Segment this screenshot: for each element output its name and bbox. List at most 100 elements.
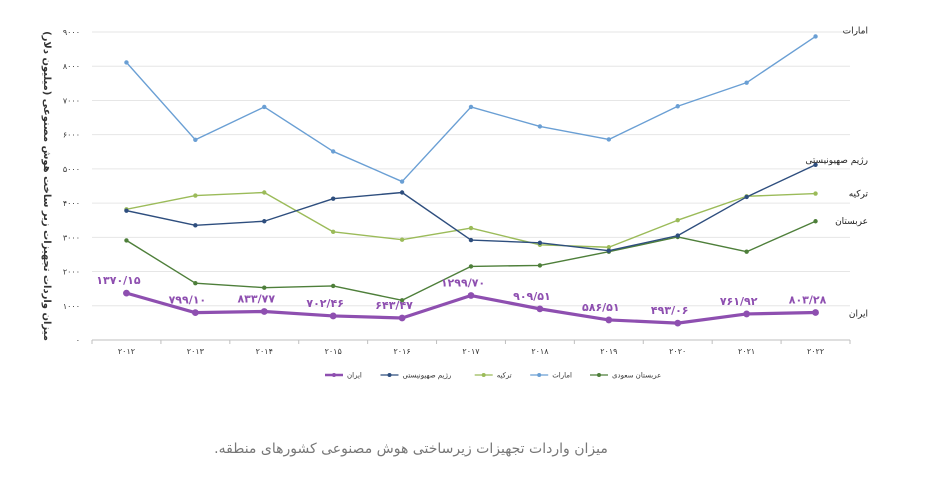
x-tick-label: ۲۰۱۵ bbox=[325, 347, 342, 356]
data-label: ۸۰۳/۲۸ bbox=[789, 294, 827, 307]
data-point bbox=[743, 310, 751, 318]
y-tick-label: ۲۰۰۰ bbox=[63, 268, 80, 277]
data-point bbox=[262, 190, 267, 195]
data-point bbox=[329, 312, 337, 320]
data-point bbox=[813, 191, 818, 196]
caption-text: میزان واردات تجهیزات زیرساختی هوش مصنوعی… bbox=[214, 441, 608, 457]
series-end-label: ایران bbox=[849, 310, 868, 320]
data-point bbox=[330, 229, 336, 235]
x-tick-label: ۲۰۱۳ bbox=[187, 347, 205, 356]
data-label: ۶۴۳/۴۷ bbox=[375, 299, 413, 312]
data-point bbox=[813, 162, 818, 167]
legend-swatch-marker bbox=[481, 373, 486, 377]
y-axis: ۰ ۱۰۰۰ ۲۰۰۰ ۳۰۰۰ ۴۰۰۰ ۵۰۰۰ ۶۰۰۰ ۷۰۰۰ ۸۰۰۰ ۹۰۰۰ bbox=[63, 28, 80, 345]
data-point bbox=[675, 104, 680, 109]
data-point bbox=[124, 208, 129, 213]
legend-entry: امارات bbox=[552, 372, 572, 380]
data-point bbox=[605, 316, 613, 324]
y-tick-label: ۰ bbox=[76, 336, 80, 345]
data-point bbox=[744, 80, 749, 85]
data-point bbox=[330, 283, 336, 289]
x-axis: ۲۰۱۲ ۲۰۱۳ ۲۰۱۴ ۲۰۱۵ ۲۰۱۶ ۲۰۱۷ ۲۰۱۸ ۲۰۱۹ ۲۰۲۰ ۲۰۲۱… bbox=[91, 340, 851, 356]
data-point bbox=[606, 248, 612, 253]
data-label: ۷۹۹/۱۰ bbox=[169, 294, 207, 307]
legend-swatch-marker bbox=[332, 373, 336, 377]
y-tick-label: ۵۰۰۰ bbox=[63, 165, 80, 174]
data-labels: ۱۳۷۰/۱۵ ۷۹۹/۱۰ ۸۳۳/۷۷ ۷۰۲/۴۶ ۶۴۳/۴۷ ۱۲۹۹/۷۰ ۹۰… bbox=[96, 274, 826, 317]
data-point bbox=[330, 149, 336, 154]
data-label: ۵۸۶/۵۱ bbox=[582, 301, 620, 314]
data-point bbox=[812, 309, 819, 316]
data-point bbox=[468, 104, 474, 110]
data-point bbox=[193, 193, 198, 198]
data-point bbox=[193, 223, 198, 228]
series-end-label: ترکیه bbox=[849, 190, 869, 200]
legend-entry: رژیم صهیونیستی bbox=[403, 372, 452, 380]
x-tick-label: ۲۰۱۹ bbox=[600, 347, 617, 356]
data-point bbox=[744, 194, 749, 200]
x-tick-label: ۲۰۲۱ bbox=[738, 347, 755, 356]
data-label: ۱۲۹۹/۷۰ bbox=[441, 277, 485, 290]
data-point bbox=[606, 137, 612, 142]
data-point bbox=[813, 34, 818, 39]
data-point bbox=[537, 263, 543, 268]
y-axis-label: میزان واردات تجهیزات زیر ساخت هوش مصنوعی… bbox=[41, 31, 52, 341]
end-labels: امارات رژیم صهیونیستی ترکیه عربستان ایران bbox=[805, 26, 868, 319]
y-tick-label: ۸۰۰۰ bbox=[63, 62, 80, 71]
series-lines bbox=[123, 34, 819, 327]
data-point bbox=[193, 280, 198, 286]
x-tick-label: ۲۰۱۷ bbox=[462, 347, 480, 356]
x-tick-label: ۲۰۲۰ bbox=[669, 347, 686, 356]
data-point bbox=[124, 238, 129, 243]
data-point bbox=[537, 240, 543, 246]
data-point bbox=[123, 289, 130, 297]
data-label: ۴۹۳/۰۶ bbox=[651, 304, 689, 317]
data-point bbox=[744, 249, 749, 254]
data-point bbox=[262, 104, 267, 110]
data-point bbox=[399, 190, 405, 195]
y-tick-label: ۹۰۰۰ bbox=[63, 28, 80, 37]
data-point bbox=[674, 319, 682, 327]
data-point bbox=[399, 237, 405, 242]
data-label: ۷۰۲/۴۶ bbox=[306, 297, 344, 310]
data-point bbox=[606, 245, 612, 250]
data-point bbox=[537, 124, 543, 129]
x-tick-label: ۲۰۱۶ bbox=[393, 347, 410, 356]
data-point bbox=[468, 237, 474, 243]
data-label: ۸۳۳/۷۷ bbox=[237, 292, 275, 305]
data-point bbox=[675, 233, 680, 238]
data-point bbox=[813, 219, 818, 224]
x-tick-label: ۲۰۱۸ bbox=[531, 347, 549, 356]
legend-swatch-marker bbox=[597, 373, 601, 377]
x-tick-label: ۲۰۱۴ bbox=[256, 347, 273, 356]
data-point bbox=[398, 314, 406, 322]
data-point bbox=[468, 225, 474, 231]
gridlines bbox=[92, 31, 850, 341]
series-end-label: رژیم صهیونیستی bbox=[805, 156, 868, 166]
legend-entry: عربستان سعودی bbox=[612, 372, 661, 380]
y-tick-label: ۳۰۰۰ bbox=[63, 233, 80, 242]
data-label: ۹۰۹/۵۱ bbox=[513, 290, 551, 303]
chart-caption: میزان واردات تجهیزات زیرساختی هوش مصنوعی… bbox=[0, 441, 926, 457]
legend-swatch-marker bbox=[387, 373, 392, 377]
x-tick-label: ۲۰۲۲ bbox=[807, 347, 824, 356]
data-point bbox=[191, 309, 199, 317]
x-tick-label: ۲۰۱۲ bbox=[118, 347, 135, 356]
y-tick-label: ۱۰۰۰ bbox=[63, 302, 80, 311]
data-point bbox=[536, 305, 544, 313]
data-label: ۷۶۱/۹۲ bbox=[720, 295, 758, 308]
legend: ایران رژیم صهیونیستی ترکیه امارات عربستان سع… bbox=[325, 372, 661, 380]
data-point bbox=[675, 218, 680, 223]
data-point bbox=[399, 298, 405, 303]
data-point bbox=[262, 219, 267, 224]
series-end-label: امارات bbox=[843, 26, 868, 36]
legend-entry: ترکیه bbox=[497, 372, 512, 380]
data-point bbox=[399, 179, 405, 184]
data-point bbox=[468, 264, 474, 269]
data-point bbox=[467, 292, 475, 299]
data-point bbox=[262, 285, 267, 290]
legend-swatch-marker bbox=[537, 373, 542, 377]
y-tick-label: ۷۰۰۰ bbox=[63, 96, 80, 105]
data-point bbox=[260, 308, 268, 315]
